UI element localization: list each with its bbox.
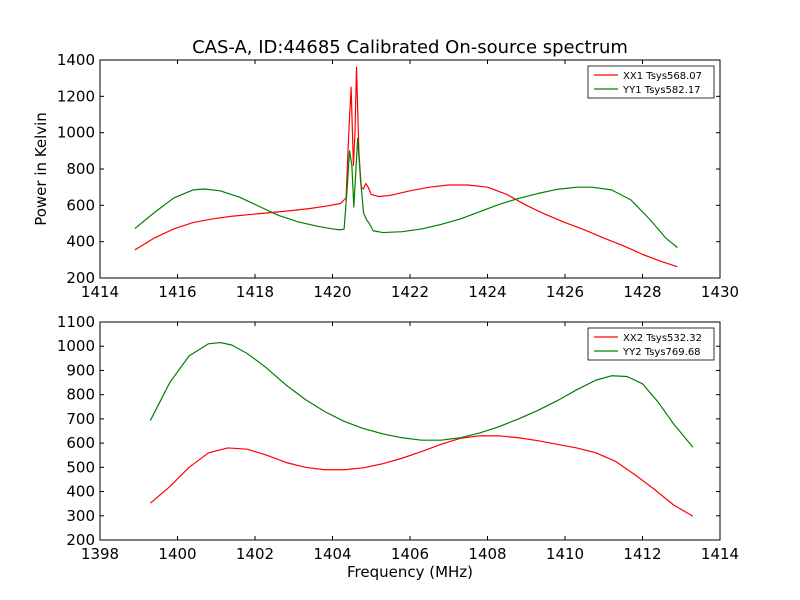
series-line-yy1 [134, 137, 678, 248]
x-tick-label: 1410 [546, 545, 584, 563]
legend-entry: YY1 Tsys582.17 [622, 85, 701, 96]
y-tick-label: 900 [66, 361, 95, 379]
y-tick-label: 500 [66, 458, 95, 476]
legend-box [587, 327, 715, 361]
series-line-xx1 [134, 66, 678, 268]
legend-entry: XX2 Tsys532.32 [623, 333, 702, 344]
x-tick-label: 1414 [81, 283, 119, 301]
y-tick-label: 1400 [57, 51, 95, 69]
y-tick-label: 1000 [57, 337, 95, 355]
x-tick-label: 1428 [623, 283, 661, 301]
x-tick-label: 1424 [468, 283, 506, 301]
plot-frame [99, 321, 721, 541]
y-tick-label: 200 [66, 531, 95, 549]
y-tick-label: 1000 [57, 124, 95, 142]
x-tick-label: 1414 [701, 545, 739, 563]
plot-frame [99, 59, 721, 279]
y-tick-label: 400 [66, 233, 95, 251]
series-line-xx2 [149, 435, 694, 517]
legend: XX2 Tsys532.32 YY2 Tsys769.68 [587, 327, 715, 361]
y-tick-label: 600 [66, 434, 95, 452]
x-tick-label: 1422 [391, 283, 429, 301]
y-axis-label: Power in Kelvin [32, 112, 50, 226]
y-tick-label: 700 [66, 410, 95, 428]
subplot-2: 1398 1400 1402 1404 1406 1408 1410 1412 1414 200 3… [57, 313, 739, 563]
y-tick-label: 300 [66, 507, 95, 525]
y-tick-label: 1100 [57, 313, 95, 331]
y-tick-label: 200 [66, 269, 95, 287]
y-tick-label: 600 [66, 196, 95, 214]
x-tick-label: 1412 [623, 545, 661, 563]
x-tick-label: 1402 [236, 545, 274, 563]
x-tick-label: 1404 [313, 545, 351, 563]
x-tick-label: 1416 [158, 283, 196, 301]
legend-box [587, 65, 715, 99]
x-tick-label: 1426 [546, 283, 584, 301]
x-tick-label: 1398 [81, 545, 119, 563]
x-tick-label: 1406 [391, 545, 429, 563]
x-tick-label: 1420 [313, 283, 351, 301]
legend: XX1 Tsys568.07 YY1 Tsys582.17 [587, 65, 715, 99]
subplot-1: 1414 1416 1418 1420 1422 1424 1426 1428 1430 200 4… [57, 51, 739, 301]
series-line-yy2 [149, 341, 694, 448]
x-axis-label: Frequency (MHz) [347, 563, 473, 581]
x-tick-label: 1430 [701, 283, 739, 301]
x-tick-label: 1418 [236, 283, 274, 301]
y-tick-label: 800 [66, 386, 95, 404]
x-tick-label: 1400 [158, 545, 196, 563]
y-tick-label: 800 [66, 160, 95, 178]
chart-title: CAS-A, ID:44685 Calibrated On-source spe… [192, 37, 628, 58]
x-tick-label: 1408 [468, 545, 506, 563]
y-tick-label: 1200 [57, 87, 95, 105]
legend-entry: YY2 Tsys769.68 [622, 347, 701, 358]
y-tick-label: 400 [66, 483, 95, 501]
legend-entry: XX1 Tsys568.07 [623, 71, 702, 82]
